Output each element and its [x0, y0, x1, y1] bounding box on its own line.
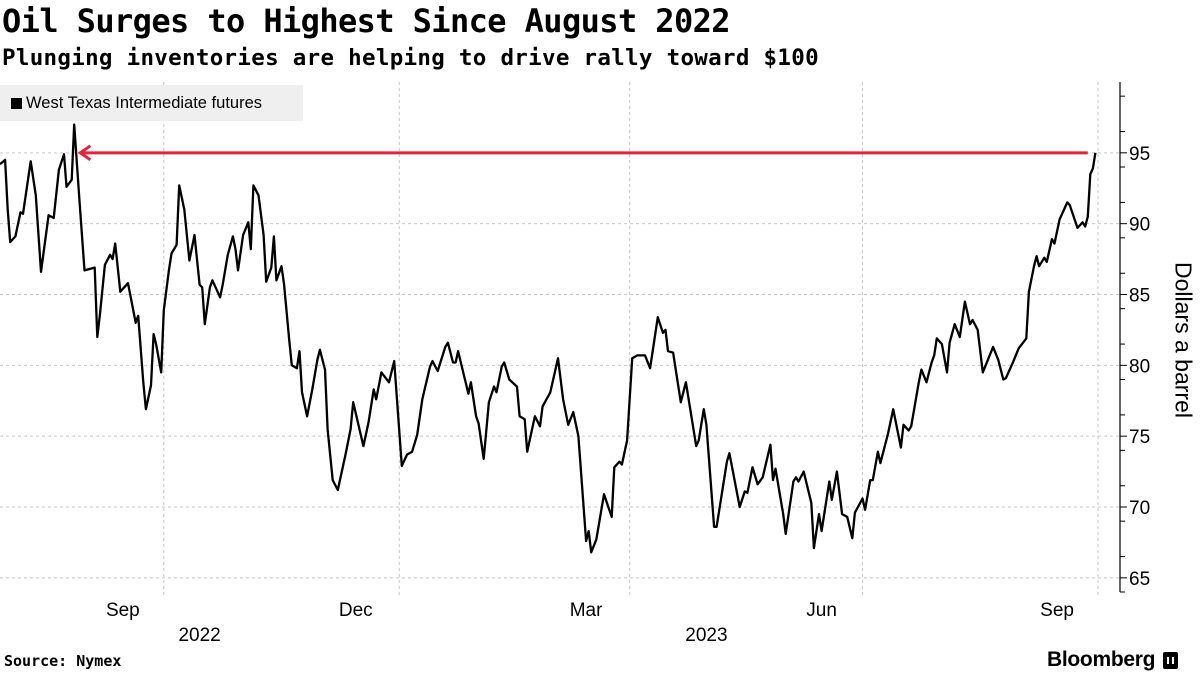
- y-tick-label: 95: [1129, 144, 1150, 165]
- legend: West Texas Intermediate futures: [0, 85, 303, 121]
- y-tick-label: 80: [1129, 356, 1150, 377]
- x-tick-label: Jun: [806, 600, 837, 621]
- y-axis: 65 70 75 80 85 90 95: [1119, 82, 1150, 593]
- y-tick-label: 65: [1129, 569, 1150, 590]
- arrowhead-icon: [77, 144, 92, 162]
- y-tick-label: 85: [1129, 286, 1150, 307]
- y-tick-label: 75: [1129, 427, 1150, 448]
- series-line-wti: [0, 123, 1097, 554]
- x-tick-label: Mar: [570, 600, 603, 621]
- gridlines: [0, 82, 1120, 598]
- x-year-label: 2022: [178, 625, 220, 646]
- bloomberg-logo: Bloomberg: [1047, 648, 1179, 672]
- annotation-arrow: [77, 144, 1088, 162]
- series-wti: [0, 123, 1097, 554]
- brand-name: Bloomberg: [1047, 648, 1156, 671]
- chart-title: Oil Surges to Highest Since August 2022: [2, 2, 731, 40]
- chart-subtitle: Plunging inventories are helping to driv…: [2, 45, 819, 71]
- source-note: Source: Nymex: [4, 652, 122, 670]
- legend-swatch: [11, 97, 22, 109]
- y-tick-label: 70: [1129, 498, 1150, 519]
- y-tick-label: 90: [1129, 215, 1150, 236]
- x-tick-label: Sep: [106, 600, 140, 621]
- x-tick-label: Dec: [339, 600, 373, 621]
- x-tick-label: Sep: [1040, 600, 1074, 621]
- legend-label: West Texas Intermediate futures: [26, 93, 263, 112]
- x-year-label: 2023: [685, 625, 727, 646]
- bloomberg-chart-icon: [1163, 651, 1179, 669]
- x-axis-labels: Sep Dec Mar Jun Sep 2022 2023: [106, 600, 1074, 646]
- y-axis-label: Dollars a barrel: [1170, 262, 1197, 418]
